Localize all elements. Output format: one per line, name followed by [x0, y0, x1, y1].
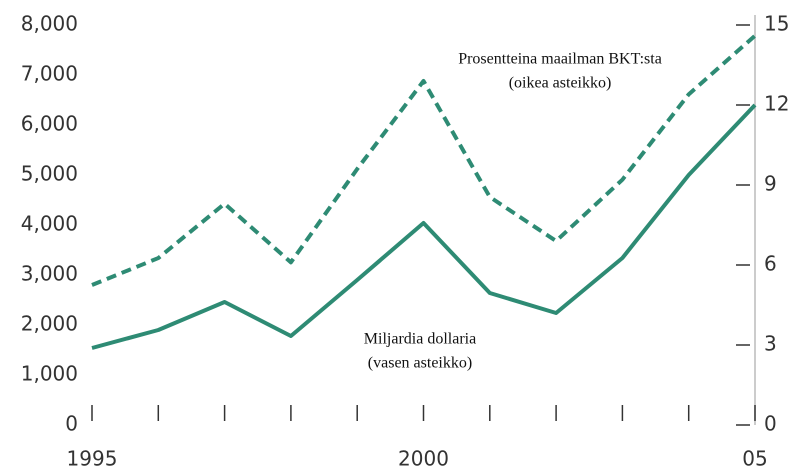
y-tick-label: 8,000: [21, 12, 78, 36]
y-tick-label: 2,000: [21, 312, 78, 336]
y-tick-label: 6,000: [21, 112, 78, 136]
y2-tick-label: 12: [764, 92, 789, 116]
y-tick-label: 4,000: [21, 212, 78, 236]
x-tick-label: 05: [742, 447, 767, 471]
x-tick-label: 1995: [67, 447, 118, 471]
series-line: [91, 103, 757, 350]
y-tick-label: 1,000: [21, 362, 78, 386]
y-tick-label: 7,000: [21, 62, 78, 86]
annotation: Prosentteina maailman BKT:sta: [458, 51, 662, 68]
y-tick-label: 5,000: [21, 162, 78, 186]
y-tick-label: 0: [65, 412, 78, 436]
annotation: Miljardia dollaria: [364, 331, 476, 348]
annotation: (vasen asteikko): [368, 355, 472, 372]
y-tick-label: 3,000: [21, 262, 78, 286]
y2-tick-label: 9: [764, 172, 777, 196]
annotation: (oikea asteikko): [509, 75, 612, 92]
x-tick-label: 2000: [398, 447, 449, 471]
y2-tick-label: 0: [764, 412, 777, 436]
y2-tick-label: 3: [764, 332, 777, 356]
y2-tick-label: 6: [764, 252, 777, 276]
y2-tick-label: 15: [764, 12, 789, 36]
series-line: [91, 34, 757, 287]
